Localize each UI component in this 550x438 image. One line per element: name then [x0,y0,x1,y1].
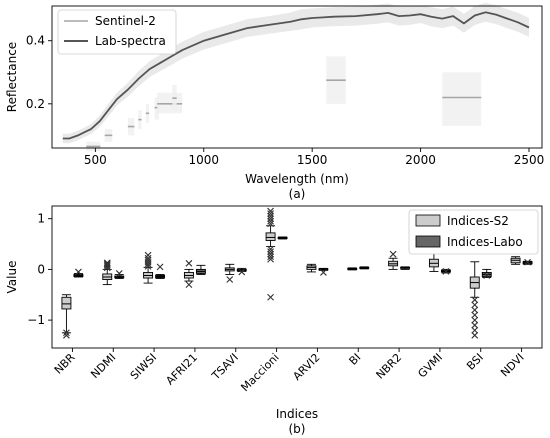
outlier-siwsi-s2-4 [144,254,152,262]
indices-x-tick-label-gvmi: GVMI [415,351,445,381]
sentinel-2-band-range-9 [442,72,482,126]
spectra-y-tick-label-0.4: 0.4 [26,34,45,48]
spectra-x-tick-label-1000: 1000 [188,153,219,167]
outlier-maccioni-s2-3 [267,212,274,220]
outlier-bsi-s2-6 [471,326,479,334]
outlier-bsi-s2-1 [471,301,479,309]
indices-axes-frame [51,205,543,349]
outlier-bsi-s2-5 [471,321,479,329]
spectra-y-axis-label: Reflectance [5,42,19,112]
box-nbr-s2 [61,296,72,310]
outlier-afri21-s2-0 [185,259,193,267]
spectra-panel: 500 1000 1500 2000 2500 0.2 0.4 Wavelength (n… [5,2,544,201]
indices-x-tick-label-ndmi: NDMI [88,351,118,381]
sentinel-2-band-range-5 [154,97,159,120]
indices-y-tick-label-0: 0 [37,262,45,276]
spectra-x-tick-label-500: 500 [84,153,107,167]
outlier-nbr-labo-0 [75,268,82,276]
legend-swatch-indices-s2 [415,214,441,227]
indices-panel-label: (b) [289,422,306,436]
sentinel-2-layer [86,56,482,152]
indices-x-tick-label-ndvi: NDVI [498,351,526,379]
outlier-maccioni-s2-6 [267,245,274,253]
outlier-siwsi-labo-0 [156,263,164,271]
lab-spectra-uncertainty-band [62,2,530,144]
indices-x-tick-label-bsi: BSI [464,351,486,373]
outlier-afri21-s2-1 [185,281,193,288]
outlier-maccioni-s2-2 [267,215,274,223]
outlier-bsi-s2-2 [471,306,479,314]
outlier-maccioni-s2-7 [267,248,274,256]
indices-x-tick-label-maccioni: Maccioni [238,351,281,394]
legend-label-sentinel-2: Sentinel-2 [95,14,156,28]
indices-x-tick-label-arvi2: ARVI2 [290,351,322,383]
spectra-x-ticks: 500 1000 1500 2000 2500 [84,148,544,167]
outlier-siwsi-s2-3 [144,256,152,264]
outlier-maccioni-s2-10 [267,255,274,263]
spectra-legend: Sentinel-2 Lab-spectra [57,9,177,55]
outlier-ndvi-labo-0 [524,258,531,266]
outlier-bsi-labo-0 [483,272,491,279]
outlier-nbr-s2-1 [63,331,70,339]
spectra-y-tick-label-0.2: 0.2 [26,97,45,111]
indices-y-ticks: −1 0 1 [27,212,52,327]
indices-x-tick-label-nbr: NBR [52,351,78,377]
legend-label-lab-spectra: Lab-spectra [95,34,166,48]
outlier-maccioni-s2-9 [267,253,274,261]
outlier-tsavi-s2-0 [226,276,234,283]
outlier-bsi-s2-4 [471,316,479,324]
outlier-bsi-s2-0 [471,296,479,304]
outlier-ndmi-s2-2 [103,261,111,269]
outlier-nbr2-s2-0 [389,250,397,258]
indices-x-tick-label-afri21: AFRI21 [163,351,200,388]
outlier-bsi-s2-3 [471,311,479,319]
spectra-y-ticks: 0.2 0.4 [26,34,52,111]
outlier-maccioni-s2-1 [267,217,274,225]
indices-x-axis-label: Indices [276,407,318,421]
lab-spectra-line [62,11,530,140]
outlier-maccioni-s2-4 [267,210,274,217]
legend-swatch-indices-labo [415,235,441,248]
indices-y-tick-label--1: −1 [27,313,45,327]
box-plots-layer [61,207,533,339]
outlier-bsi-s2-7 [471,331,479,339]
spectra-panel-label: (a) [289,187,306,201]
spectra-axes-frame [51,5,543,149]
outlier-maccioni-s2-5 [267,207,274,215]
outlier-maccioni-s2-11 [267,293,274,301]
outlier-tsavi-labo-0 [238,268,246,276]
outlier-arvi2-labo-0 [320,269,327,276]
indices-legend-box [408,209,539,255]
outlier-ndmi-s2-4 [103,259,111,267]
indices-x-tick-label-tsavi: TSAVI [209,351,241,383]
lab-spectra-band-layer [62,2,530,144]
spectra-x-tick-label-2500: 2500 [514,153,545,167]
spectra-x-axis-label: Wavelength (nm) [245,172,349,186]
spectra-x-tick-label-2000: 2000 [405,153,436,167]
spectra-x-tick-label-1500: 1500 [297,153,328,167]
indices-x-tick-label-bi: BI [347,351,364,368]
indices-x-tick-label-siwsi: SIWSI [128,351,159,382]
indices-legend: Indices-S2 Indices-Labo [408,209,539,255]
indices-y-tick-label-1: 1 [37,212,45,226]
outlier-gvmi-labo-0 [442,268,450,275]
box-maccioni-s2 [265,232,276,241]
outlier-maccioni-s2-0 [267,220,274,228]
legend-label-indices-s2: Indices-S2 [447,214,509,228]
indices-x-tick-label-nbr2: NBR2 [374,351,405,382]
outlier-nbr-s2-0 [63,329,70,337]
legend-label-indices-labo: Indices-Labo [447,235,523,249]
indices-y-axis-label: Value [5,261,19,294]
outlier-ndmi-s2-3 [103,260,111,268]
outlier-maccioni-s2-8 [267,250,274,258]
outlier-siwsi-s2-5 [144,251,152,259]
outlier-ndmi-labo-0 [115,270,123,277]
